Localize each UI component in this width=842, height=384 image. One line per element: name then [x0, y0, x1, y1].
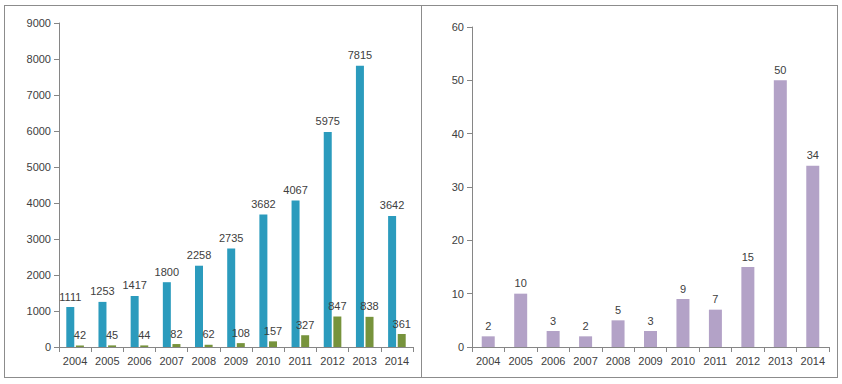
- svg-text:3: 3: [550, 315, 556, 327]
- svg-text:50: 50: [774, 64, 786, 76]
- svg-text:7000: 7000: [27, 89, 51, 101]
- svg-text:15: 15: [742, 251, 754, 263]
- svg-text:40: 40: [452, 128, 464, 140]
- svg-text:2014: 2014: [801, 355, 825, 367]
- svg-text:327: 327: [296, 319, 314, 331]
- svg-text:838: 838: [360, 300, 378, 312]
- svg-text:9000: 9000: [27, 17, 51, 29]
- svg-text:2735: 2735: [219, 232, 243, 244]
- svg-text:2000: 2000: [27, 269, 51, 281]
- svg-text:4000: 4000: [27, 197, 51, 209]
- svg-text:2008: 2008: [192, 355, 216, 367]
- svg-text:2004: 2004: [476, 355, 500, 367]
- svg-text:42: 42: [74, 329, 86, 341]
- svg-text:3: 3: [647, 315, 653, 327]
- svg-text:2: 2: [485, 320, 491, 332]
- svg-text:2011: 2011: [704, 355, 728, 367]
- svg-text:62: 62: [202, 328, 214, 340]
- svg-text:8000: 8000: [27, 53, 51, 65]
- svg-text:2258: 2258: [187, 249, 211, 261]
- svg-text:0: 0: [458, 341, 464, 353]
- svg-text:2012: 2012: [320, 355, 344, 367]
- svg-text:30: 30: [452, 181, 464, 193]
- svg-text:34: 34: [807, 149, 819, 161]
- svg-text:2005: 2005: [95, 355, 119, 367]
- svg-text:2: 2: [583, 320, 589, 332]
- svg-text:6000: 6000: [27, 125, 51, 137]
- svg-text:7815: 7815: [348, 49, 372, 61]
- svg-text:108: 108: [232, 327, 250, 339]
- svg-text:82: 82: [170, 328, 182, 340]
- svg-text:10: 10: [452, 288, 464, 300]
- svg-text:20: 20: [452, 234, 464, 246]
- svg-text:2013: 2013: [352, 355, 376, 367]
- svg-text:5: 5: [615, 304, 621, 316]
- svg-text:2010: 2010: [671, 355, 695, 367]
- svg-text:2005: 2005: [508, 355, 532, 367]
- svg-text:2006: 2006: [127, 355, 151, 367]
- svg-text:2006: 2006: [541, 355, 565, 367]
- svg-text:3000: 3000: [27, 233, 51, 245]
- svg-text:361: 361: [393, 318, 411, 330]
- svg-text:2008: 2008: [606, 355, 630, 367]
- svg-text:2012: 2012: [736, 355, 760, 367]
- svg-text:0: 0: [45, 341, 51, 353]
- svg-text:7: 7: [712, 293, 718, 305]
- svg-text:1000: 1000: [27, 305, 51, 317]
- svg-text:3682: 3682: [251, 198, 275, 210]
- svg-text:2004: 2004: [63, 355, 87, 367]
- svg-text:1111: 1111: [59, 291, 81, 303]
- svg-text:60: 60: [452, 21, 464, 33]
- svg-text:50: 50: [452, 74, 464, 86]
- svg-text:1253: 1253: [90, 285, 114, 297]
- svg-text:1417: 1417: [122, 279, 146, 291]
- svg-text:45: 45: [106, 329, 118, 341]
- svg-text:10: 10: [515, 277, 527, 289]
- svg-text:2011: 2011: [289, 355, 313, 367]
- svg-text:2010: 2010: [256, 355, 280, 367]
- svg-text:3642: 3642: [380, 199, 404, 211]
- svg-text:847: 847: [328, 300, 346, 312]
- svg-text:2013: 2013: [768, 355, 792, 367]
- svg-text:1800: 1800: [155, 266, 179, 278]
- svg-text:5975: 5975: [316, 115, 340, 127]
- svg-text:4067: 4067: [283, 184, 307, 196]
- svg-text:157: 157: [264, 325, 282, 337]
- svg-text:2009: 2009: [638, 355, 662, 367]
- svg-text:44: 44: [138, 329, 150, 341]
- svg-text:9: 9: [680, 283, 686, 295]
- svg-text:2014: 2014: [385, 355, 409, 367]
- svg-text:2007: 2007: [573, 355, 597, 367]
- svg-text:2007: 2007: [159, 355, 183, 367]
- svg-text:2009: 2009: [224, 355, 248, 367]
- svg-text:5000: 5000: [27, 161, 51, 173]
